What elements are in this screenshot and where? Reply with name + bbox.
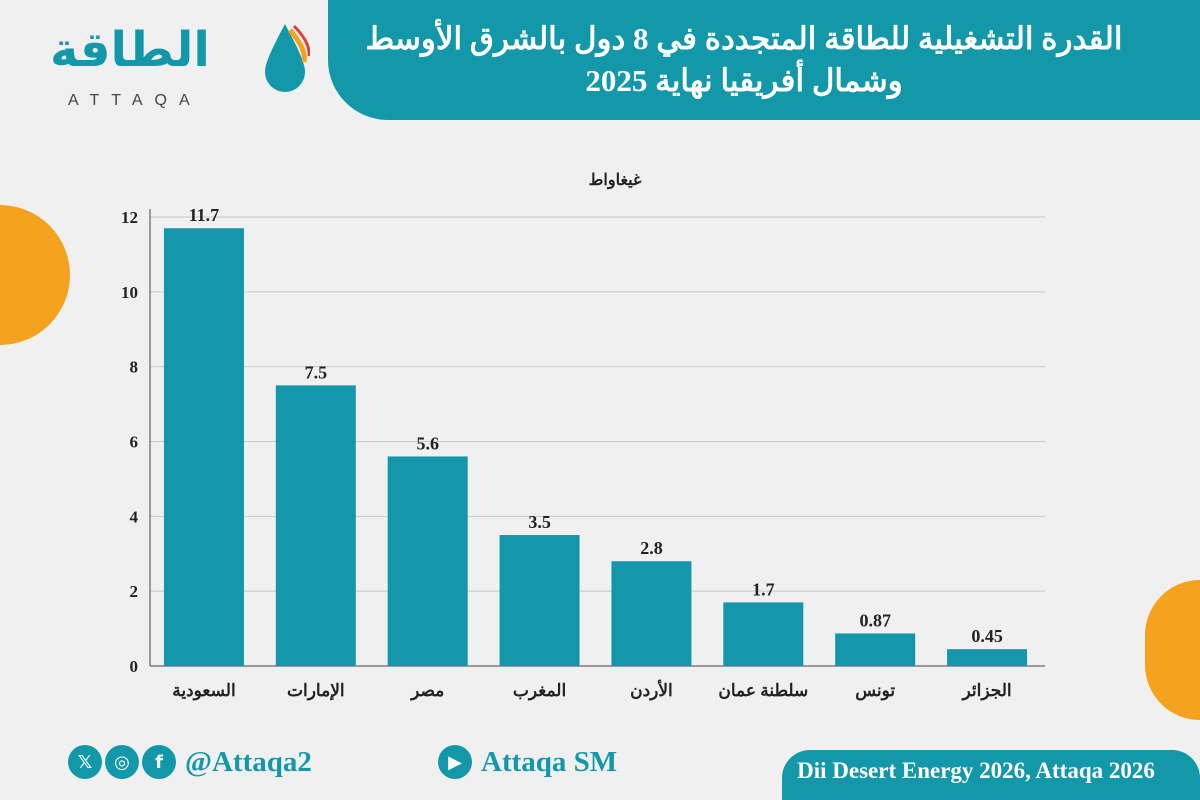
bar <box>387 456 468 666</box>
y-tick-label: 4 <box>130 507 139 526</box>
x-tick-label: مصر <box>409 681 444 701</box>
x-tick-label: المغرب <box>513 681 566 701</box>
y-tick-label: 8 <box>130 358 139 377</box>
bar <box>499 535 580 666</box>
social-links: 𝕏 ◎ f @Attaqa2 <box>68 745 312 779</box>
x-tick-label: الجزائر <box>961 681 1012 701</box>
x-tick-label: سلطنة عمان <box>718 681 808 700</box>
y-axis-label: غيغاواط <box>589 172 642 190</box>
logo-english: ATTAQA <box>68 92 202 109</box>
y-tick-label: 0 <box>130 657 139 676</box>
social-handle[interactable]: @Attaqa2 <box>185 745 312 778</box>
x-tick-label: الإمارات <box>287 681 345 701</box>
bar <box>835 633 916 666</box>
data-label: 2.8 <box>640 538 663 558</box>
page-title: القدرة التشغيلية للطاقة المتجددة في 8 دو… <box>365 21 1123 98</box>
data-label: 7.5 <box>305 362 328 382</box>
data-label: 0.45 <box>971 626 1003 646</box>
y-tick-label: 12 <box>121 208 138 227</box>
data-label: 5.6 <box>416 433 439 453</box>
data-label: 3.5 <box>528 512 551 532</box>
drop-icon <box>265 24 310 92</box>
x-tick-label: تونس <box>855 681 895 701</box>
x-tick-label: السعودية <box>172 681 235 701</box>
logo: الطاقة ATTAQA <box>50 22 320 117</box>
source-text: Dii Desert Energy 2026, Attaqa 2026 <box>797 758 1155 783</box>
logo-arabic: الطاقة <box>50 22 210 78</box>
data-label: 11.7 <box>189 205 220 225</box>
bar <box>275 385 356 666</box>
bar <box>611 561 692 666</box>
y-tick-label: 10 <box>121 283 138 302</box>
bar <box>163 228 244 666</box>
y-tick-label: 6 <box>130 433 139 452</box>
facebook-icon[interactable]: f <box>142 745 176 779</box>
data-label: 1.7 <box>752 579 775 599</box>
y-tick-label: 2 <box>130 582 139 601</box>
bar <box>947 649 1028 666</box>
title-banner: القدرة التشغيلية للطاقة المتجددة في 8 دو… <box>328 0 1200 120</box>
source-box: Dii Desert Energy 2026, Attaqa 2026 <box>782 750 1200 800</box>
youtube-icon[interactable]: ▶ <box>438 745 472 779</box>
decor-circle-right <box>1145 580 1200 720</box>
x-tick-label: الأردن <box>630 679 673 701</box>
data-label: 0.87 <box>859 610 891 630</box>
bar <box>723 602 804 666</box>
youtube-link: ▶ Attaqa SM <box>438 745 617 779</box>
instagram-icon[interactable]: ◎ <box>105 745 139 779</box>
youtube-handle[interactable]: Attaqa SM <box>481 745 618 778</box>
x-icon[interactable]: 𝕏 <box>68 745 102 779</box>
